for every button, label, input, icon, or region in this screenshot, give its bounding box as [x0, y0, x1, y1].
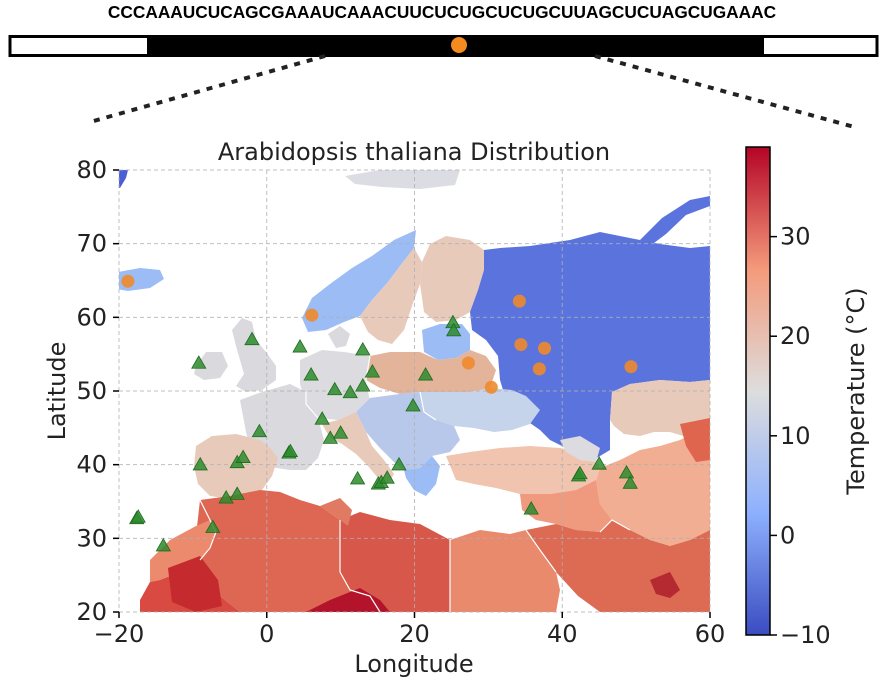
zoom-lines	[89, 54, 859, 130]
map-regions	[119, 170, 710, 612]
y-tick-label: 70	[76, 230, 107, 258]
colorbar-tick-label: −10	[780, 621, 831, 649]
circle-marker	[532, 362, 546, 376]
triangle-marker	[332, 425, 349, 439]
sequence-bar	[8, 35, 879, 57]
triangle-marker	[292, 338, 308, 353]
colorbar-label: Temperature (°C)	[842, 287, 870, 495]
x-tick-label: 40	[547, 620, 578, 648]
y-tick-label: 30	[76, 524, 107, 552]
triangle-marker	[572, 465, 588, 480]
circle-marker	[512, 294, 526, 308]
triangle-marker	[591, 456, 607, 470]
colorbar-tick-label: 20	[780, 322, 811, 350]
triangle-marker	[618, 464, 635, 479]
circle-marker	[461, 356, 475, 370]
triangle-marker	[349, 470, 366, 485]
y-axis-label: Latitude	[43, 342, 71, 441]
triangle-marker	[622, 475, 638, 489]
triangle-marker	[218, 490, 234, 504]
triangle-marker	[405, 397, 421, 412]
circle-marker	[305, 308, 319, 322]
triangle-marker	[251, 423, 268, 438]
circle-marker	[538, 341, 552, 355]
triangle-marker	[192, 456, 208, 471]
y-tick-label: 80	[76, 156, 107, 184]
circle-marker	[514, 338, 528, 352]
triangle-marker	[391, 456, 407, 471]
triangle-marker	[205, 519, 221, 533]
colorbar-ticks: −10 0 10 20 30	[770, 223, 831, 649]
x-tick-label: 60	[695, 620, 726, 648]
x-axis: −20 0 20 40 60	[94, 612, 726, 648]
y-tick-label: 50	[76, 377, 107, 405]
triangle-marker	[355, 378, 371, 392]
circle-marker	[624, 360, 638, 374]
triangle-marker	[327, 381, 343, 396]
triangle-marker	[155, 537, 172, 552]
y-tick-label: 60	[76, 303, 107, 331]
triangle-marker	[314, 411, 330, 425]
sequence-highlight-dot	[451, 37, 467, 53]
chart-title: Arabidopsis thaliana Distribution	[218, 138, 610, 166]
y-tick-label: 20	[76, 598, 107, 626]
y-tick-label: 40	[76, 451, 107, 479]
x-tick-label: −20	[94, 620, 145, 648]
triangle-marker	[130, 509, 146, 523]
x-axis-label: Longitude	[354, 650, 473, 678]
y-axis: 20 30 40 50 60 70 80	[76, 156, 119, 626]
x-tick-label: 0	[259, 620, 274, 648]
colorbar-tick-label: 30	[780, 223, 811, 251]
colorbar: −10 0 10 20 30 Temperature (°C)	[745, 146, 870, 649]
circle-marker	[121, 274, 135, 288]
triangle-marker	[282, 443, 299, 458]
triangle-marker	[235, 449, 251, 463]
x-tick-label: 20	[399, 620, 430, 648]
triangle-marker	[417, 366, 434, 381]
rna-sequence: CCCAAAUCUCAGCGAAAUCAAACUUCUCUGCUCUGCUUAG…	[107, 2, 777, 22]
triangle-marker	[229, 486, 245, 500]
colorbar-tick-label: 0	[780, 521, 795, 549]
circle-marker	[484, 380, 498, 394]
colorbar-tick-label: 10	[780, 422, 811, 450]
triangle-marker	[523, 501, 539, 515]
triangle-marker	[379, 470, 395, 484]
triangle-marker	[364, 364, 381, 378]
triangle-marker	[303, 366, 319, 381]
triangle-marker	[244, 331, 260, 346]
data-markers	[121, 274, 638, 552]
colorbar-gradient	[745, 146, 771, 636]
triangle-marker	[342, 384, 358, 399]
triangle-marker	[191, 355, 207, 369]
triangle-marker	[445, 322, 462, 337]
triangle-marker	[355, 341, 371, 356]
